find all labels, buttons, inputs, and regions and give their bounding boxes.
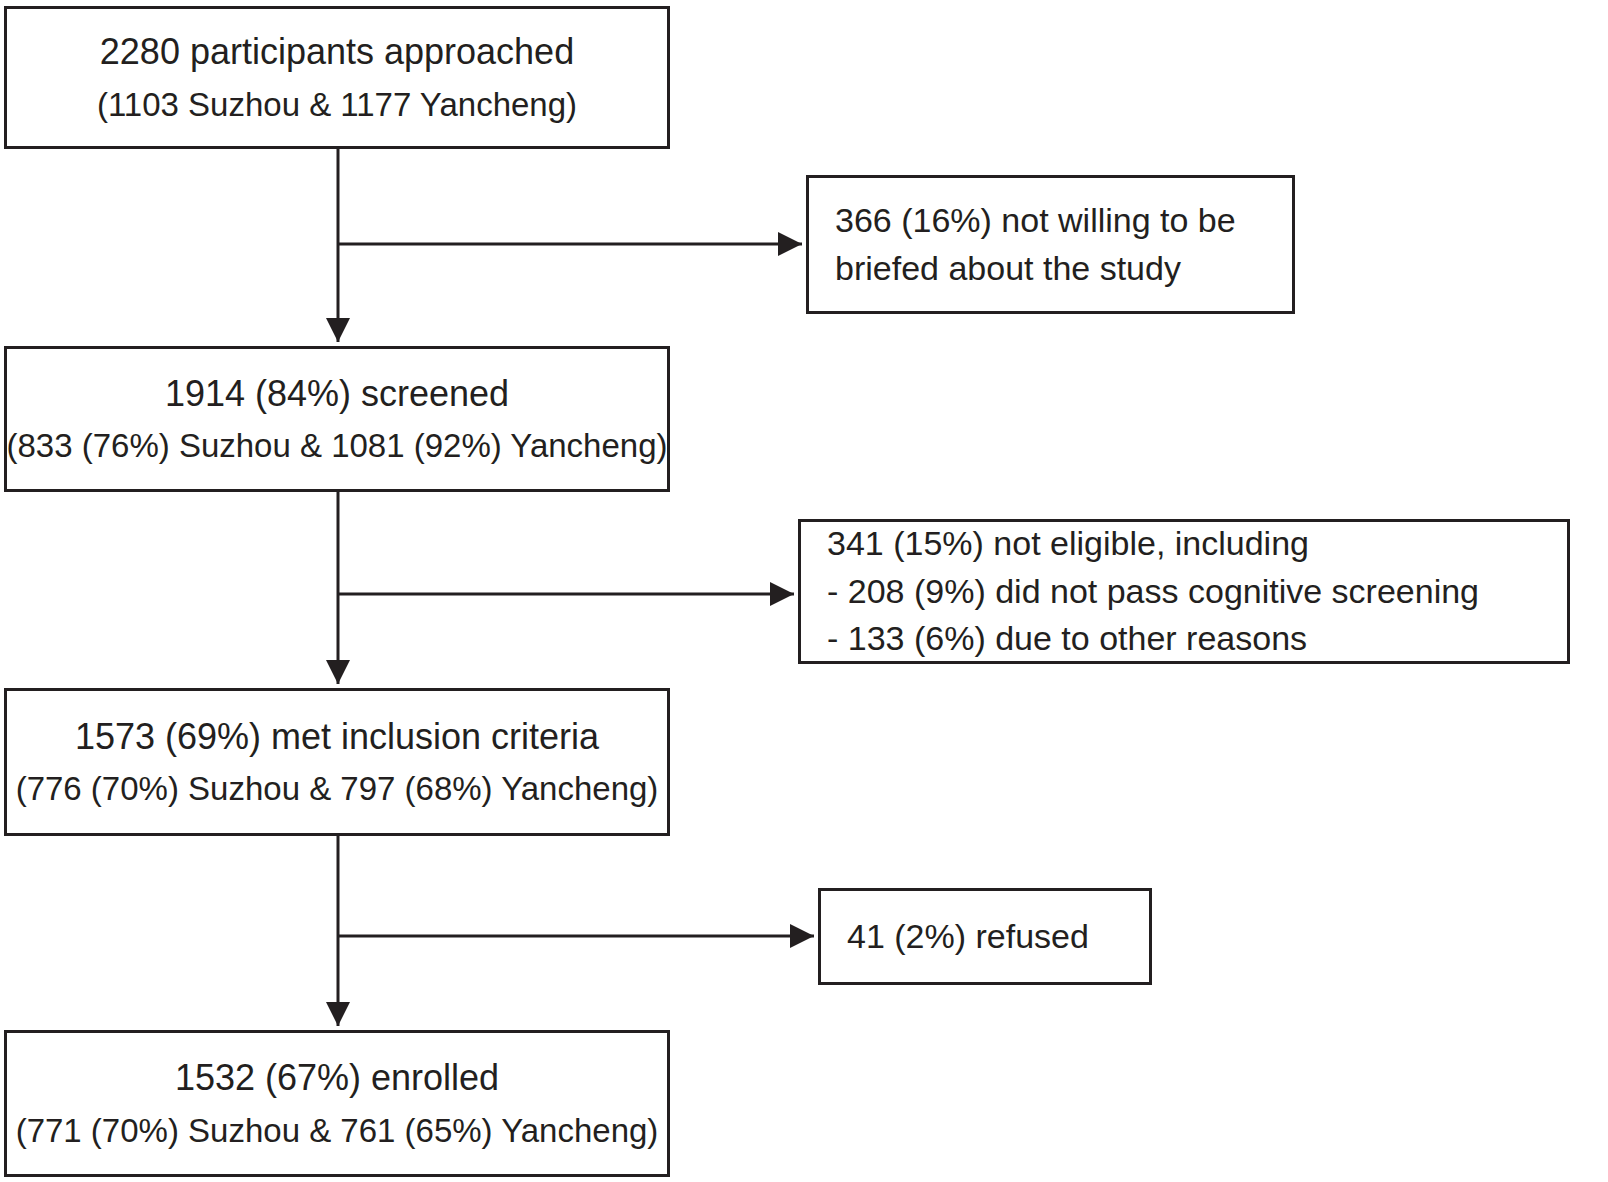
box-not-willing: 366 (16%) not willing to be briefed abou… [806, 175, 1295, 314]
met-inclusion-count: 1573 (69%) met inclusion criteria [75, 716, 599, 757]
box-screened: 1914 (84%) screened (833 (76%) Suzhou & … [4, 346, 670, 492]
box-refused: 41 (2%) refused [818, 888, 1152, 985]
enrolled-by-site: (771 (70%) Suzhou & 761 (65%) Yancheng) [16, 1112, 659, 1150]
screened-by-site: (833 (76%) Suzhou & 1081 (92%) Yancheng) [6, 427, 667, 465]
met-inclusion-by-site: (776 (70%) Suzhou & 797 (68%) Yancheng) [16, 770, 659, 808]
participants-approached-count: 2280 participants approached [100, 31, 574, 72]
not-willing-line1: 366 (16%) not willing to be [835, 197, 1236, 245]
not-eligible-other-reasons: - 133 (6%) due to other reasons [827, 615, 1307, 663]
enrolled-count: 1532 (67%) enrolled [175, 1057, 499, 1098]
box-not-eligible: 341 (15%) not eligible, including - 208 … [798, 519, 1570, 664]
screened-count: 1914 (84%) screened [165, 373, 509, 414]
participants-approached-by-site: (1103 Suzhou & 1177 Yancheng) [97, 86, 577, 124]
flow-diagram: 2280 participants approached (1103 Suzho… [0, 0, 1608, 1182]
not-eligible-cognitive-screening: - 208 (9%) did not pass cognitive screen… [827, 568, 1479, 616]
box-participants-approached: 2280 participants approached (1103 Suzho… [4, 6, 670, 149]
not-willing-line2: briefed about the study [835, 245, 1181, 293]
not-eligible-total: 341 (15%) not eligible, including [827, 520, 1309, 568]
box-met-inclusion-criteria: 1573 (69%) met inclusion criteria (776 (… [4, 688, 670, 836]
refused-count: 41 (2%) refused [847, 913, 1089, 961]
box-enrolled: 1532 (67%) enrolled (771 (70%) Suzhou & … [4, 1030, 670, 1177]
